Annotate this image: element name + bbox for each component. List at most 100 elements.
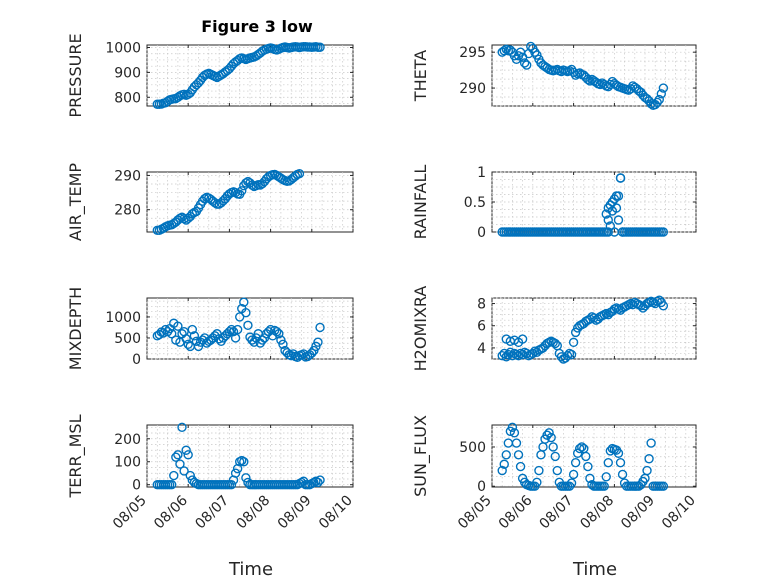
subplot-pressure: 800 900 1000 PRESSURE bbox=[66, 33, 354, 118]
data-point bbox=[173, 450, 183, 460]
data-point bbox=[210, 198, 220, 208]
y-tick-label: 900 bbox=[114, 65, 141, 81]
data-point bbox=[160, 324, 171, 335]
y-tick-label: 0.5 bbox=[464, 195, 486, 211]
data-point bbox=[265, 324, 276, 335]
data-point bbox=[315, 475, 325, 485]
data-point bbox=[171, 452, 181, 462]
data-point bbox=[230, 468, 241, 478]
data-point bbox=[568, 469, 579, 480]
data-point bbox=[550, 451, 560, 462]
data-point bbox=[585, 76, 595, 86]
data-point bbox=[189, 331, 200, 341]
data-point bbox=[646, 438, 656, 448]
y-tick-label: 280 bbox=[114, 203, 141, 219]
y-tick-label: 290 bbox=[459, 81, 486, 97]
data-point bbox=[294, 169, 305, 179]
data-point bbox=[564, 66, 575, 76]
data-point bbox=[548, 442, 558, 452]
data-point bbox=[191, 336, 202, 347]
data-point bbox=[611, 203, 622, 213]
data-point bbox=[507, 350, 518, 361]
data-point bbox=[183, 339, 193, 349]
data-point bbox=[501, 450, 511, 460]
data-point bbox=[230, 187, 241, 198]
data-point bbox=[507, 422, 518, 433]
data-point bbox=[183, 450, 193, 460]
data-point bbox=[499, 459, 509, 469]
data-point bbox=[617, 227, 628, 237]
subplot-theta: 290 295 THETA bbox=[411, 41, 697, 110]
data-point bbox=[274, 329, 284, 339]
y-axis-label: PRESSURE bbox=[66, 33, 85, 117]
data-point bbox=[658, 83, 669, 93]
data-point bbox=[226, 480, 237, 490]
data-point bbox=[613, 215, 624, 225]
data-point bbox=[658, 227, 669, 237]
data-point bbox=[603, 215, 613, 225]
figure-title: Figure 3 low bbox=[201, 17, 313, 36]
y-axis-label: RAINFALL bbox=[411, 165, 430, 240]
data-point bbox=[177, 422, 187, 432]
y-tick-label: 290 bbox=[114, 168, 141, 184]
data-point bbox=[230, 333, 241, 343]
data-point bbox=[497, 465, 507, 476]
data-point bbox=[570, 457, 581, 468]
data-point bbox=[243, 320, 253, 331]
data-point bbox=[656, 89, 667, 99]
y-tick-label: 500 bbox=[114, 331, 141, 347]
y-tick-label: 0 bbox=[132, 352, 141, 368]
data-point bbox=[185, 470, 195, 481]
data-point bbox=[154, 329, 165, 340]
data-point bbox=[613, 448, 624, 458]
data-point bbox=[237, 186, 247, 196]
data-point bbox=[583, 74, 593, 85]
data-point bbox=[521, 60, 532, 70]
data-point bbox=[644, 454, 654, 464]
y-tick-label: 0 bbox=[477, 479, 486, 495]
data-point bbox=[167, 480, 177, 490]
data-point bbox=[173, 321, 183, 331]
y-tick-label: 0 bbox=[477, 225, 486, 241]
y-tick-label: 8 bbox=[477, 297, 486, 313]
data-point bbox=[566, 349, 577, 360]
data-point bbox=[544, 428, 554, 438]
data-point bbox=[239, 297, 249, 307]
plot-area bbox=[491, 171, 697, 233]
data-point bbox=[272, 326, 282, 337]
data-point bbox=[556, 352, 567, 362]
data-point bbox=[497, 350, 507, 361]
y-tick-label: 1 bbox=[477, 165, 486, 181]
data-point bbox=[603, 227, 613, 237]
data-point bbox=[241, 308, 251, 318]
data-point bbox=[617, 469, 628, 480]
data-point bbox=[589, 313, 599, 323]
data-point bbox=[601, 472, 611, 482]
data-point bbox=[199, 194, 210, 204]
data-point bbox=[642, 465, 652, 476]
data-point bbox=[613, 191, 624, 201]
y-tick-label: 295 bbox=[459, 45, 486, 61]
y-tick-label: 800 bbox=[114, 90, 141, 106]
subplot-air_temp: 280 290 AIR_TEMP bbox=[66, 163, 354, 241]
data-point bbox=[175, 459, 185, 469]
data-point bbox=[517, 334, 528, 344]
data-point bbox=[603, 457, 613, 468]
data-point bbox=[615, 173, 626, 183]
y-axis-label: H2OMIXRA bbox=[411, 286, 430, 372]
data-point bbox=[570, 327, 581, 338]
data-point bbox=[532, 50, 542, 60]
data-point bbox=[605, 446, 616, 456]
y-tick-label: 0 bbox=[132, 478, 141, 494]
data-point bbox=[577, 442, 587, 452]
data-point bbox=[562, 350, 573, 361]
data-point bbox=[278, 339, 288, 349]
data-point bbox=[181, 445, 191, 455]
y-axis-label: THETA bbox=[411, 50, 430, 102]
data-point bbox=[583, 461, 593, 472]
subplot-h2omixra: 4 6 8 H2OMIXRA bbox=[411, 286, 697, 372]
data-point bbox=[179, 466, 189, 476]
data-point bbox=[212, 329, 222, 339]
data-point bbox=[257, 335, 268, 345]
